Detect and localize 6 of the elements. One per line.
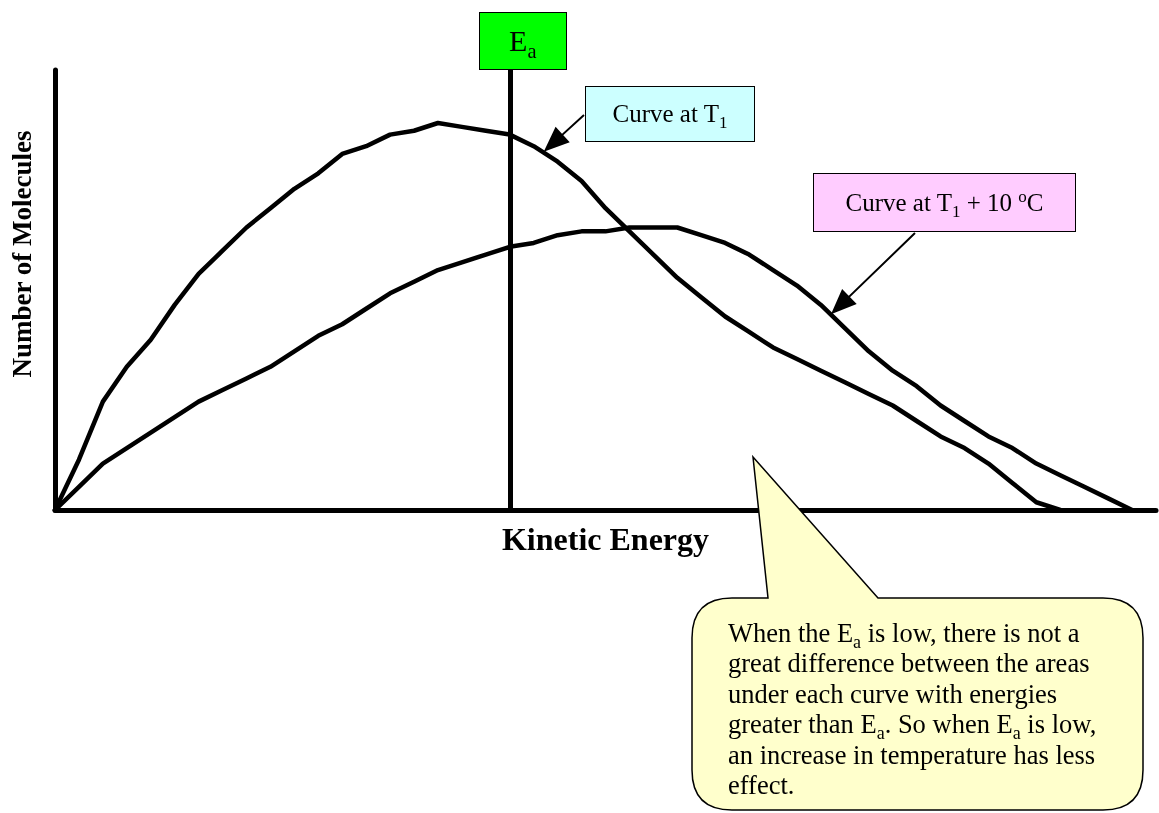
x-axis-title: Kinetic Energy	[501, 520, 710, 557]
text: E$_{a}$	[509, 24, 537, 62]
legend-label: Curve at T$_{1}$	[612, 100, 728, 132]
text: Curve at T$_{1}$ + 10 $^{o}$C	[845, 186, 1044, 221]
text: When the E$_{a}$ is low, there is not a great difference between the areas under each curve with energies greater than E$_{a}$. So when E$_{a}$ is low, an increase in temperature has less effect.	[728, 618, 1097, 801]
y-axis-title: Number of Molecules	[6, 130, 37, 378]
